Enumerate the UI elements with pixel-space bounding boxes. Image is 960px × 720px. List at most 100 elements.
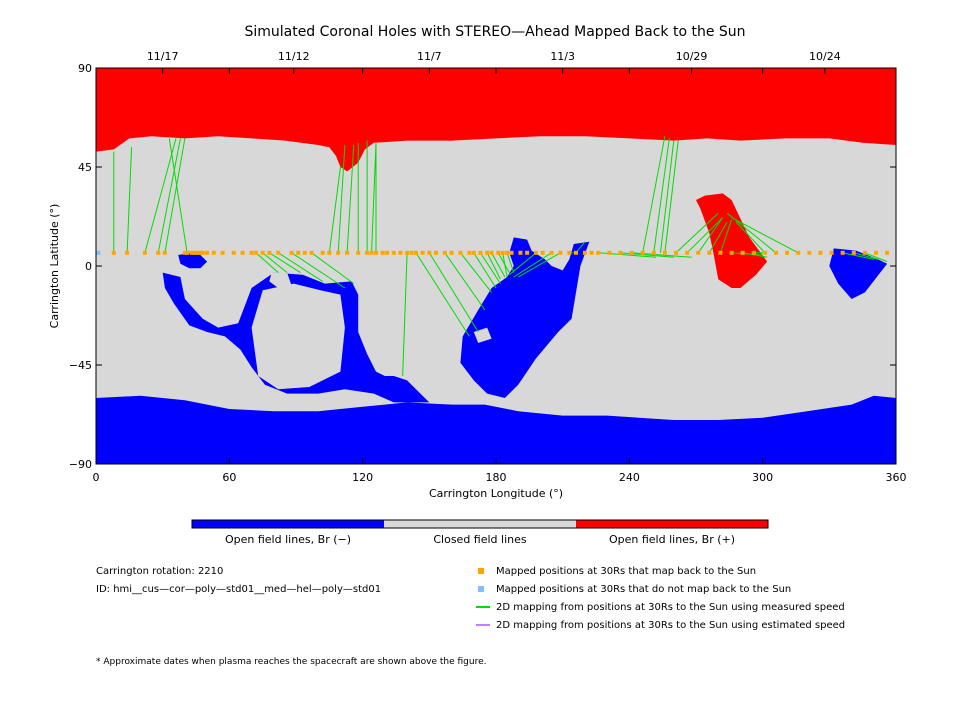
colorbar xyxy=(191,519,769,529)
measured-mapping-line xyxy=(675,212,719,254)
measured-mapping-line xyxy=(642,136,666,253)
measured-mapping-line xyxy=(517,252,561,278)
legend-item-mapped: Mapped positions at 30Rs that map back t… xyxy=(476,565,756,579)
mapped-point xyxy=(807,250,812,255)
colorbar-positive xyxy=(576,520,768,528)
measured-mapping-line xyxy=(371,142,377,253)
date-tick-label: 10/24 xyxy=(809,50,841,63)
mapped-point xyxy=(369,250,374,255)
measured-mapping-line xyxy=(719,219,733,253)
mapped-point xyxy=(500,250,505,255)
measured-mapping-line xyxy=(506,252,515,273)
mapped-point xyxy=(189,250,194,255)
measured-mapping-line xyxy=(337,144,346,253)
mapped-point xyxy=(862,250,867,255)
y-tick-label: 0 xyxy=(85,260,92,273)
mapped-point xyxy=(505,250,510,255)
measured-mapping-line xyxy=(255,252,279,273)
mapped-point xyxy=(398,250,403,255)
unmapped-point xyxy=(96,250,101,255)
mapping-lines xyxy=(113,136,888,377)
mapped-point xyxy=(478,250,483,255)
mapped-point xyxy=(249,250,254,255)
mapped-point xyxy=(596,250,601,255)
measured-mapping-line xyxy=(473,252,497,289)
mapped-point xyxy=(640,250,645,255)
colorbar-negative xyxy=(192,520,384,528)
colorbar-label-closed: Closed field lines xyxy=(433,533,527,546)
model-id-text: ID: hmi__cus—cor—poly—std01__med—hel—pol… xyxy=(96,584,382,595)
mapped-point xyxy=(156,250,161,255)
x-tick-label: 0 xyxy=(93,471,100,484)
mapped-point xyxy=(276,250,281,255)
mapped-point xyxy=(320,250,325,255)
mapped-point xyxy=(182,250,187,255)
x-tick-label: 240 xyxy=(619,471,640,484)
measured-mapping-line xyxy=(291,252,346,289)
mapped-point xyxy=(434,250,438,255)
mapped-point xyxy=(549,250,554,255)
measured-mapping-line xyxy=(486,252,501,280)
mapped-point xyxy=(302,250,307,255)
mapped-point xyxy=(200,250,205,255)
measured-mapping-line xyxy=(491,252,506,278)
axis-ticks: 0 60 120 180 240 300 360 −90 −45 0 45 90 11/17 11/12 1… xyxy=(69,50,907,484)
legend-label-unmapped: Mapped positions at 30Rs that do not map… xyxy=(496,584,792,595)
legend-label-estimated: 2D mapping from positions at 30Rs to the… xyxy=(496,620,846,631)
mapped-point xyxy=(729,250,734,255)
mapped-point xyxy=(496,250,501,255)
date-tick-label: 11/12 xyxy=(278,50,310,63)
closed-island-small xyxy=(269,272,292,288)
measured-mapping-line xyxy=(497,252,510,273)
date-tick-label: 11/7 xyxy=(417,50,442,63)
colorbar-label-positive: Open field lines, Br (+) xyxy=(608,533,736,546)
legend-symbol-measured xyxy=(476,606,490,608)
x-tick-label: 300 xyxy=(752,471,773,484)
mapped-point xyxy=(751,250,756,255)
legend-label-mapped: Mapped positions at 30Rs that map back t… xyxy=(496,566,757,577)
mapped-point xyxy=(607,250,612,255)
mapped-point xyxy=(540,250,545,255)
mapped-point xyxy=(840,250,845,255)
measured-mapping-line xyxy=(402,252,408,377)
closed-island-left xyxy=(251,283,345,390)
mapped-point xyxy=(674,250,678,255)
legend-label-measured: 2D mapping from positions at 30Rs to the… xyxy=(496,602,845,613)
mapped-point xyxy=(414,250,418,255)
colorbar-closed xyxy=(384,520,576,528)
mapped-point xyxy=(194,250,198,255)
measured-mapping-line xyxy=(144,138,177,253)
mapped-point xyxy=(185,250,190,255)
mapped-point xyxy=(785,250,790,255)
mapped-point xyxy=(829,250,834,255)
mapped-point xyxy=(267,250,272,255)
measured-mapping-line xyxy=(164,138,186,253)
mapped-point xyxy=(685,250,690,255)
mapped-point xyxy=(885,250,890,255)
field-regions xyxy=(96,68,896,464)
mapped-point xyxy=(365,250,370,255)
mapped-point xyxy=(198,250,203,255)
x-tick-label: 180 xyxy=(486,471,507,484)
measured-mapping-line xyxy=(502,252,508,278)
mapped-point xyxy=(296,250,301,255)
mapped-point xyxy=(718,250,723,255)
date-tick-label: 11/17 xyxy=(147,50,179,63)
mapped-point xyxy=(589,250,594,255)
mapped-point xyxy=(309,250,314,255)
measured-mapping-line xyxy=(697,217,724,254)
carrington-rotation-text: Carrington rotation: 2210 xyxy=(96,566,224,577)
measured-mapping-line xyxy=(346,144,355,253)
legend-symbol-unmapped xyxy=(478,586,484,592)
mapped-point xyxy=(509,250,514,255)
mapped-point xyxy=(125,250,130,255)
mapped-point xyxy=(662,250,667,255)
mapped-point xyxy=(796,250,801,255)
measured-mapping-line xyxy=(157,138,181,253)
y-tick-label: 90 xyxy=(78,62,92,75)
measured-mapping-line xyxy=(653,138,670,253)
measured-mapping-line xyxy=(731,217,799,254)
y-tick-label: −45 xyxy=(69,359,92,372)
mapped-point xyxy=(485,250,490,255)
date-tick-label: 11/3 xyxy=(550,50,575,63)
